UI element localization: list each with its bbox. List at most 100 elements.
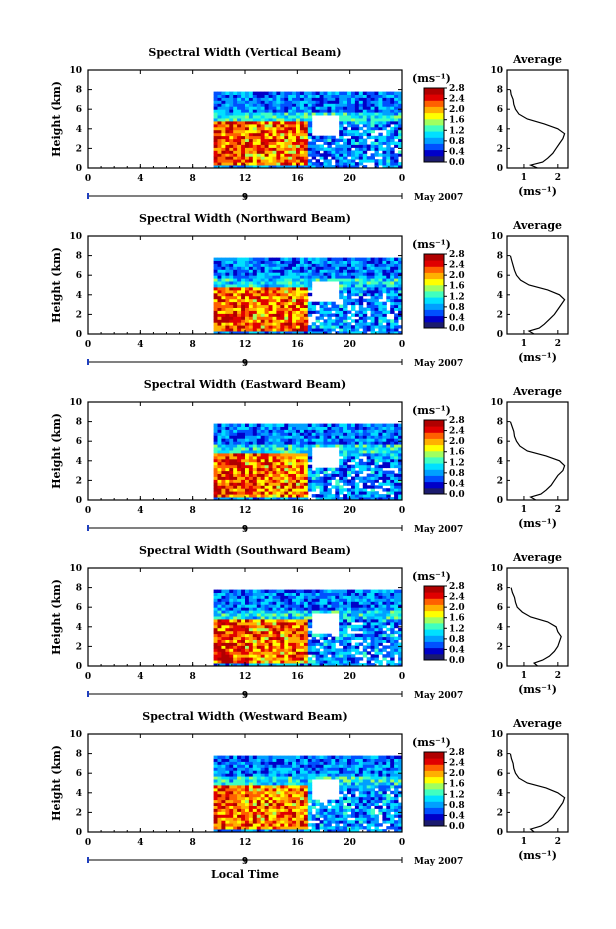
heatmap-cell xyxy=(280,112,285,116)
heatmap-cell xyxy=(245,304,250,308)
heatmap-cell xyxy=(382,316,387,320)
heatmap-cell xyxy=(233,453,238,457)
heatmap-cell xyxy=(299,464,305,469)
heatmap-cell xyxy=(390,651,395,655)
heatmap-cell xyxy=(378,91,383,95)
heatmap-cell xyxy=(319,476,324,480)
heatmap-cell xyxy=(284,269,289,273)
heatmap-cell xyxy=(272,473,277,477)
heatmap-cell xyxy=(343,322,348,326)
heatmap-cell xyxy=(347,598,352,602)
heatmap-cell xyxy=(221,132,226,137)
heatmap-cell xyxy=(237,260,242,264)
heatmap-cell xyxy=(374,453,379,457)
heatmap-cell xyxy=(288,298,293,303)
heatmap-cell xyxy=(354,257,360,261)
heatmap-cell xyxy=(221,269,226,273)
heatmap-cell xyxy=(398,592,403,596)
heatmap-cell xyxy=(378,438,383,442)
heatmap-cell xyxy=(351,132,356,137)
heatmap-cell xyxy=(299,313,305,317)
heatmap-cell xyxy=(358,470,364,474)
heatmap-cell xyxy=(382,115,387,119)
heatmap-cell xyxy=(299,272,305,276)
heatmap-cell xyxy=(288,624,293,629)
heatmap-cell xyxy=(296,461,301,466)
heatmap-cell xyxy=(272,654,277,658)
heatmap-cell xyxy=(245,441,250,445)
heatmap-cell xyxy=(272,123,277,128)
heatmap-cell xyxy=(390,91,395,95)
heatmap-cell xyxy=(307,310,313,314)
heatmap-cell xyxy=(276,257,281,261)
heatmap-cell xyxy=(370,292,375,297)
heatmap-cell xyxy=(382,106,387,110)
heatmap-cell xyxy=(237,269,242,273)
heatmap-cell xyxy=(268,485,273,489)
heatmap-cell xyxy=(347,272,352,276)
heatmap-cell xyxy=(315,316,320,320)
heatmap-cell xyxy=(327,488,332,492)
heatmap xyxy=(213,589,403,667)
heatmap-cell xyxy=(221,464,226,469)
heatmap-cell xyxy=(276,604,281,608)
heatmap-cell xyxy=(252,144,258,148)
heatmap-cell xyxy=(347,263,352,267)
heatmap-cell xyxy=(386,159,391,163)
heatmap-cell xyxy=(229,257,234,261)
heatmap-cell xyxy=(351,162,356,166)
colorbar-tick-label: 2.4 xyxy=(449,427,465,437)
heatmap-cell xyxy=(299,455,305,460)
heatmap-cell xyxy=(260,601,266,605)
panel-2: Spectral Width (Northward Beam)0246810He… xyxy=(50,212,569,369)
heatmap-cell xyxy=(374,438,379,442)
heatmap-cell xyxy=(296,263,301,267)
heatmap-cell xyxy=(354,455,360,460)
heatmap-cell xyxy=(307,281,313,285)
heatmap-cell xyxy=(398,289,403,294)
heatmap-cell xyxy=(394,636,399,640)
heatmap-cell xyxy=(386,91,391,95)
heatmap-cell xyxy=(229,616,234,620)
heatmap-cell xyxy=(288,447,293,451)
heatmap-cell xyxy=(307,325,313,329)
heatmap-cell xyxy=(299,488,305,492)
heatmap-cell xyxy=(280,598,285,602)
heatmap-cell xyxy=(354,289,360,294)
heatmap-cell xyxy=(237,488,242,492)
heatmap-cell xyxy=(339,115,344,119)
heatmap-cell xyxy=(315,331,320,335)
heatmap-cell xyxy=(288,630,293,635)
heatmap-cell xyxy=(256,610,262,614)
heatmap-cell xyxy=(292,278,297,282)
heatmap-cell xyxy=(264,289,269,294)
heatmap-cell xyxy=(358,476,364,480)
heatmap-cell xyxy=(276,284,281,288)
heatmap-cell xyxy=(366,123,372,128)
heatmap-cell xyxy=(327,103,332,107)
heatmap-cell xyxy=(276,97,281,101)
heatmap-cell xyxy=(296,144,301,148)
heatmap-cell xyxy=(272,429,277,433)
heatmap-cell xyxy=(394,257,399,261)
heatmap-cell xyxy=(264,426,269,430)
heatmap-cell xyxy=(288,429,293,433)
heatmap-cell xyxy=(351,444,356,448)
heatmap-cell xyxy=(260,450,266,454)
heatmap-cell xyxy=(260,331,266,335)
heatmap-cell xyxy=(343,630,348,635)
heatmap-cell xyxy=(358,260,364,264)
heatmap-cell xyxy=(225,275,230,279)
heatmap-cell xyxy=(288,147,293,151)
heatmap-cell xyxy=(264,438,269,442)
heatmap-cell xyxy=(327,147,332,151)
heatmap-cell xyxy=(229,112,234,116)
heatmap-cell xyxy=(366,453,372,457)
heatmap-cell xyxy=(237,328,242,332)
heatmap-cell xyxy=(386,295,391,300)
heatmap-cell xyxy=(299,115,305,119)
heatmap-cell xyxy=(299,304,305,308)
heatmap-cell xyxy=(233,423,238,427)
heatmap-cell xyxy=(256,479,262,483)
heatmap-cell xyxy=(311,663,317,667)
